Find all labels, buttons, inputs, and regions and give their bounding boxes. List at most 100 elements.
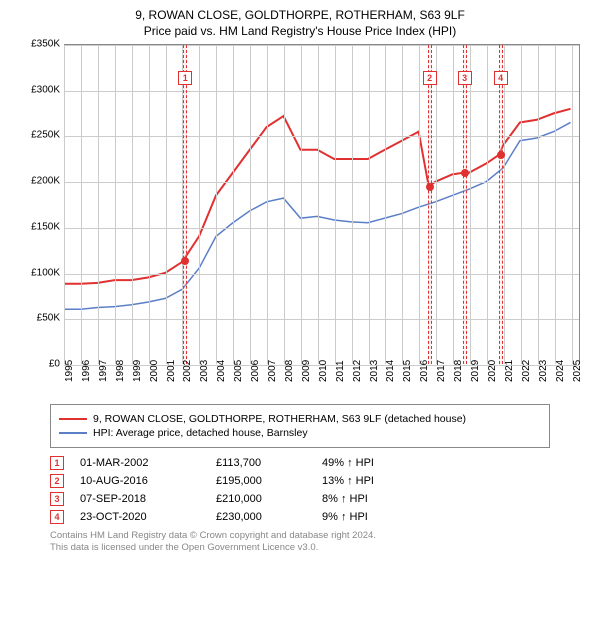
chart-title: 9, ROWAN CLOSE, GOLDTHORPE, ROTHERHAM, S…	[10, 8, 590, 38]
gridline-v	[352, 45, 353, 364]
sale-marker-band	[499, 45, 503, 364]
gridline-v	[98, 45, 99, 364]
x-axis-label: 2011	[335, 360, 346, 382]
sale-point-dot	[461, 169, 469, 177]
gridline-v	[301, 45, 302, 364]
y-axis-label: £250K	[20, 130, 60, 141]
x-axis-label: 2008	[284, 360, 295, 382]
gridline-v	[199, 45, 200, 364]
sale-delta: 8% ↑ HPI	[322, 493, 442, 505]
sales-table: 101-MAR-2002£113,70049% ↑ HPI210-AUG-201…	[50, 456, 600, 524]
x-axis-label: 2003	[199, 360, 210, 382]
footer-attribution: Contains HM Land Registry data © Crown c…	[50, 530, 600, 555]
x-axis-label: 2010	[318, 360, 329, 382]
x-axis-label: 1998	[115, 360, 126, 382]
x-axis-label: 2001	[166, 360, 177, 382]
sale-marker-icon: 3	[50, 492, 64, 506]
gridline-v	[335, 45, 336, 364]
x-axis-label: 2024	[555, 360, 566, 382]
sale-delta: 49% ↑ HPI	[322, 457, 442, 469]
x-axis-label: 2021	[504, 360, 515, 382]
sale-date: 01-MAR-2002	[80, 457, 200, 469]
y-axis-label: £50K	[20, 313, 60, 324]
gridline-v	[521, 45, 522, 364]
sale-marker-icon: 1	[50, 456, 64, 470]
sale-date: 10-AUG-2016	[80, 475, 200, 487]
sales-row: 101-MAR-2002£113,70049% ↑ HPI	[50, 456, 600, 470]
x-axis-label: 2006	[250, 360, 261, 382]
y-axis-label: £0	[20, 359, 60, 370]
sale-point-dot	[497, 151, 505, 159]
x-axis-label: 2007	[267, 360, 278, 382]
sale-marker-box: 3	[458, 71, 472, 85]
x-axis-label: 2005	[233, 360, 244, 382]
gridline-v	[385, 45, 386, 364]
gridline-v	[64, 45, 65, 364]
gridline-v	[115, 45, 116, 364]
sales-row: 3 07-SEP-2018 £210,000 8% ↑ HPI	[50, 492, 600, 506]
x-axis-label: 2004	[216, 360, 227, 382]
y-axis-label: £100K	[20, 267, 60, 278]
gridline-v	[453, 45, 454, 364]
sale-marker-box: 1	[178, 71, 192, 85]
legend-label: 9, ROWAN CLOSE, GOLDTHORPE, ROTHERHAM, S…	[93, 413, 466, 425]
sale-marker-band	[428, 45, 432, 364]
gridline-v	[555, 45, 556, 364]
sale-delta: 13% ↑ HPI	[322, 475, 442, 487]
gridline-v	[487, 45, 488, 364]
gridline-v	[402, 45, 403, 364]
legend-item-price-paid: 9, ROWAN CLOSE, GOLDTHORPE, ROTHERHAM, S…	[59, 413, 541, 425]
x-axis-label: 2023	[538, 360, 549, 382]
y-axis-label: £200K	[20, 176, 60, 187]
gridline-v	[267, 45, 268, 364]
gridline-v	[166, 45, 167, 364]
x-axis-label: 2016	[419, 360, 430, 382]
gridline-v	[250, 45, 251, 364]
sale-price: £230,000	[216, 511, 306, 523]
title-line-1: 9, ROWAN CLOSE, GOLDTHORPE, ROTHERHAM, S…	[10, 8, 590, 22]
sale-point-dot	[426, 183, 434, 191]
gridline-v	[504, 45, 505, 364]
sales-row: 210-AUG-2016£195,00013% ↑ HPI	[50, 474, 600, 488]
sale-date: 07-SEP-2018	[80, 493, 200, 505]
x-axis-label: 2000	[149, 360, 160, 382]
gridline-v	[369, 45, 370, 364]
x-axis-label: 2025	[572, 360, 583, 382]
x-axis-label: 2015	[402, 360, 413, 382]
x-axis-label: 1999	[132, 360, 143, 382]
x-axis-label: 2002	[182, 360, 193, 382]
sale-point-dot	[181, 257, 189, 265]
chart-area: 1234 £0£50K£100K£150K£200K£250K£300K£350…	[20, 44, 580, 394]
x-axis-label: 2020	[487, 360, 498, 382]
sale-marker-icon: 2	[50, 474, 64, 488]
gridline-v	[470, 45, 471, 364]
legend-item-hpi: HPI: Average price, detached house, Barn…	[59, 427, 541, 439]
x-axis-label: 1996	[81, 360, 92, 382]
title-line-2: Price paid vs. HM Land Registry's House …	[10, 24, 590, 38]
y-axis-label: £150K	[20, 221, 60, 232]
footer-line-2: This data is licensed under the Open Gov…	[50, 542, 600, 554]
x-axis-label: 2012	[352, 360, 363, 382]
sales-row: 423-OCT-2020£230,0009% ↑ HPI	[50, 510, 600, 524]
y-axis-label: £300K	[20, 84, 60, 95]
gridline-v	[81, 45, 82, 364]
x-axis-label: 2022	[521, 360, 532, 382]
gridline-v	[233, 45, 234, 364]
x-axis-label: 2018	[453, 360, 464, 382]
sale-price: £210,000	[216, 493, 306, 505]
gridline-v	[419, 45, 420, 364]
sale-date: 23-OCT-2020	[80, 511, 200, 523]
gridline-v	[149, 45, 150, 364]
x-axis-label: 2013	[369, 360, 380, 382]
gridline-v	[284, 45, 285, 364]
gridline-v	[436, 45, 437, 364]
gridline-v	[572, 45, 573, 364]
x-axis-label: 1995	[64, 360, 75, 382]
x-axis-label: 2009	[301, 360, 312, 382]
gridline-v	[538, 45, 539, 364]
x-axis-label: 1997	[98, 360, 109, 382]
plot-region: 1234	[64, 44, 580, 364]
sale-marker-band	[183, 45, 187, 364]
sale-marker-band	[463, 45, 467, 364]
legend-swatch	[59, 432, 87, 434]
